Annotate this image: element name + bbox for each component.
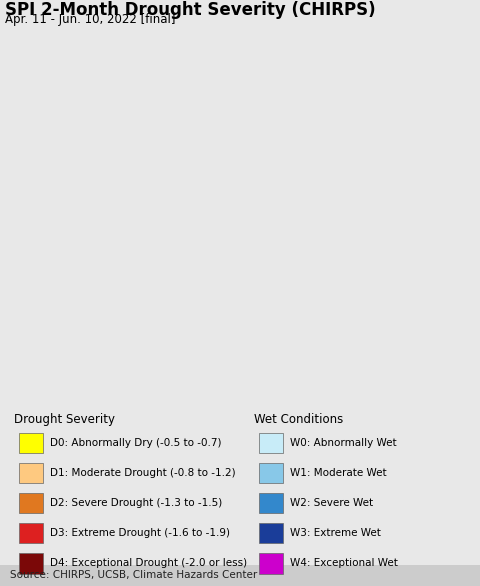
Bar — [19, 523, 43, 543]
Bar — [19, 432, 43, 453]
Text: W2: Severe Wet: W2: Severe Wet — [290, 498, 373, 508]
Bar — [259, 493, 283, 513]
Bar — [19, 493, 43, 513]
Text: W3: Extreme Wet: W3: Extreme Wet — [290, 528, 381, 538]
Text: W4: Exceptional Wet: W4: Exceptional Wet — [290, 558, 398, 568]
Text: Wet Conditions: Wet Conditions — [254, 413, 344, 426]
Text: Drought Severity: Drought Severity — [14, 413, 115, 426]
Text: Apr. 11 - Jun. 10, 2022 [final]: Apr. 11 - Jun. 10, 2022 [final] — [5, 13, 175, 26]
Text: W0: Abnormally Wet: W0: Abnormally Wet — [290, 438, 397, 448]
Bar — [259, 553, 283, 574]
Bar — [19, 553, 43, 574]
Text: D3: Extreme Drought (-1.6 to -1.9): D3: Extreme Drought (-1.6 to -1.9) — [50, 528, 230, 538]
Bar — [259, 432, 283, 453]
Bar — [259, 463, 283, 483]
Bar — [259, 523, 283, 543]
Text: Source: CHIRPS, UCSB, Climate Hazards Center: Source: CHIRPS, UCSB, Climate Hazards Ce… — [10, 570, 257, 580]
Text: D2: Severe Drought (-1.3 to -1.5): D2: Severe Drought (-1.3 to -1.5) — [50, 498, 223, 508]
Text: D0: Abnormally Dry (-0.5 to -0.7): D0: Abnormally Dry (-0.5 to -0.7) — [50, 438, 222, 448]
Bar — [0, 564, 480, 586]
Text: W1: Moderate Wet: W1: Moderate Wet — [290, 468, 387, 478]
Text: D1: Moderate Drought (-0.8 to -1.2): D1: Moderate Drought (-0.8 to -1.2) — [50, 468, 236, 478]
Bar — [19, 463, 43, 483]
Text: SPI 2-Month Drought Severity (CHIRPS): SPI 2-Month Drought Severity (CHIRPS) — [5, 1, 375, 19]
Text: D4: Exceptional Drought (-2.0 or less): D4: Exceptional Drought (-2.0 or less) — [50, 558, 248, 568]
